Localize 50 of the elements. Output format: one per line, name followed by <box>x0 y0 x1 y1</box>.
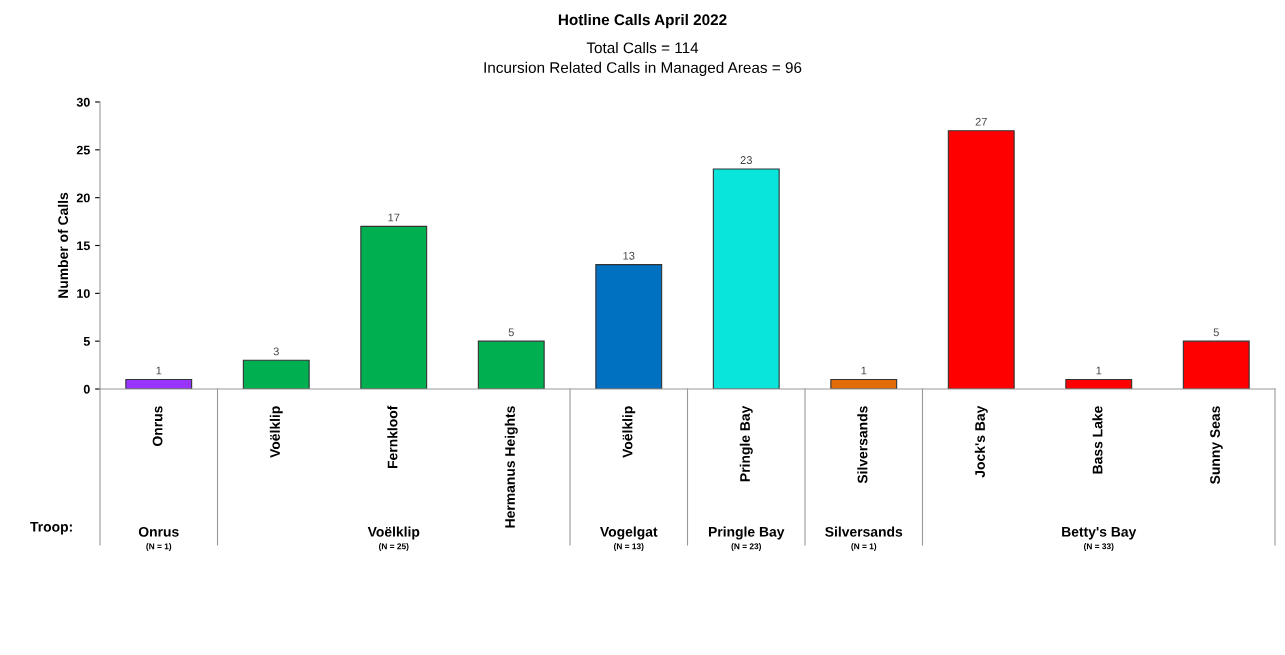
text: Pringle Bay <box>708 526 785 540</box>
text: Voëlklip <box>367 526 420 540</box>
data-label: 27 <box>975 117 987 126</box>
data-label: 17 <box>388 213 400 222</box>
text: (N = 1) <box>851 543 877 551</box>
x-tick-label: Silversands <box>857 406 868 484</box>
y-tick-label: 0 <box>83 384 90 394</box>
y-tick-label: 10 <box>77 289 90 298</box>
chart-subtitle: Total Calls = 114 Incursion Related Calls in Managed Areas = 96 <box>484 42 802 77</box>
chart-title: Hotline Calls April 2022 <box>558 13 727 29</box>
y-axis-title: Number of Calls <box>57 192 69 298</box>
text: (N = 23) <box>731 543 761 551</box>
bar <box>712 168 780 389</box>
y-tick-label: 5 <box>83 337 90 346</box>
data-label: 13 <box>623 251 635 260</box>
x-tick-label: Voëlklip <box>269 406 283 458</box>
x-tick-label: Bass Lake <box>1092 406 1103 474</box>
bar <box>947 130 1015 389</box>
text: (N = 33) <box>1084 543 1114 551</box>
x-tick-label: Hermanus Heights <box>504 406 518 528</box>
bar <box>242 359 310 389</box>
x-tick-label: Sunny Seas <box>1210 406 1223 484</box>
data-label: 5 <box>1213 328 1219 337</box>
text: (N = 25) <box>379 543 409 551</box>
x-tick-label: Pringle Bay <box>739 405 753 482</box>
y-tick-label: 20 <box>76 193 90 203</box>
x-tick-label: Voëlklip <box>622 406 636 458</box>
text: (N = 13) <box>614 543 644 551</box>
text: Vogelgat <box>600 526 658 540</box>
bar <box>1182 340 1250 389</box>
text: Silversands <box>825 526 903 537</box>
y-tick-label: 15 <box>77 241 90 251</box>
text: (N = 1) <box>146 543 172 551</box>
x-tick-label: Jock's Bay <box>974 405 988 478</box>
bar <box>595 264 663 389</box>
x-tick-label: Onrus <box>152 406 163 446</box>
bar <box>477 340 545 389</box>
y-tick-label: 30 <box>76 97 90 107</box>
data-label: 1 <box>861 366 867 375</box>
text: Onrus <box>138 526 179 537</box>
y-tick-label: 25 <box>76 145 90 155</box>
x-tick-label: Fernkloof <box>387 405 398 469</box>
text: Betty's Bay <box>1062 527 1137 540</box>
text: Troop: <box>30 522 72 535</box>
bar <box>360 225 428 389</box>
data-label: 3 <box>273 347 279 356</box>
data-label: 5 <box>508 328 514 337</box>
data-label: 1 <box>1096 366 1102 375</box>
data-label: 23 <box>740 156 752 164</box>
data-label: 1 <box>156 366 162 375</box>
